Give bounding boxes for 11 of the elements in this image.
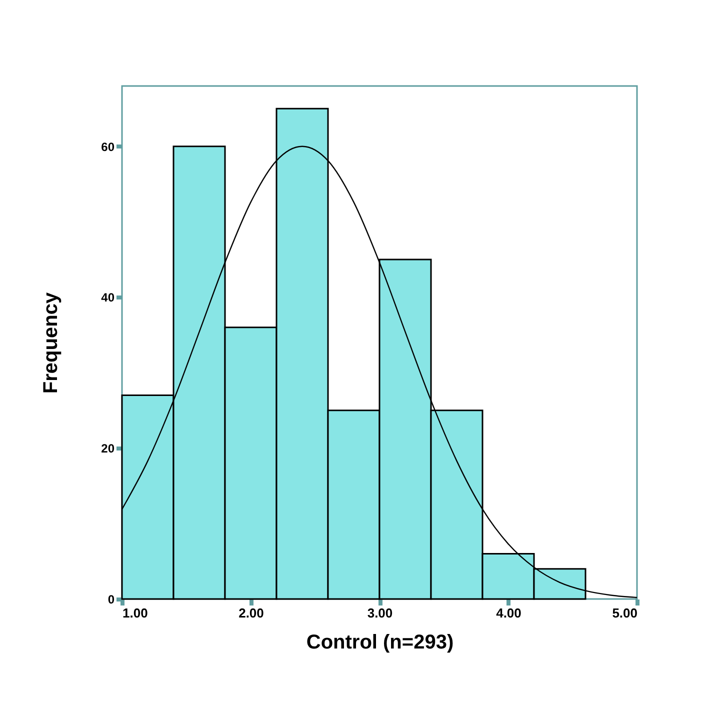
x-tick-label: 1.00: [122, 606, 148, 620]
x-tick-label: 5.00: [612, 606, 638, 620]
y-axis-title: Frequency: [40, 292, 62, 394]
x-tick-label: 3.00: [367, 606, 393, 620]
y-tick-label: 40: [101, 290, 115, 305]
x-tick-label: 2.00: [238, 606, 264, 620]
x-tick-label: 4.00: [496, 606, 522, 620]
y-tick-label: 0: [108, 592, 115, 606]
x-axis-title: Control (n=293): [306, 632, 454, 654]
y-tick-label: 60: [101, 140, 115, 154]
y-tick-label: 20: [101, 442, 115, 456]
